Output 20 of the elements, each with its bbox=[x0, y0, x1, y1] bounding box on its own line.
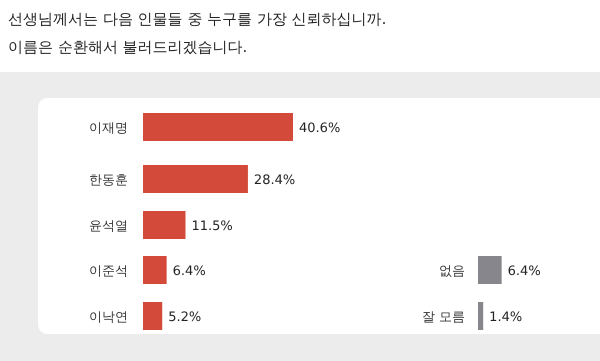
bar bbox=[143, 211, 186, 239]
chart-title: 선생님께서는 다음 인물들 중 누구를 가장 신뢰하십니까. bbox=[8, 10, 386, 28]
data-label: 6.4% bbox=[172, 264, 206, 279]
bar bbox=[143, 302, 162, 330]
y-tick-label: 이재명 bbox=[89, 121, 128, 136]
y-tick-label: 잘 모름 bbox=[422, 310, 465, 325]
y-tick-label: 이준석 bbox=[89, 264, 128, 279]
y-tick-label: 한동훈 bbox=[89, 173, 128, 188]
data-label: 11.5% bbox=[191, 219, 233, 234]
bar bbox=[143, 165, 248, 193]
bar bbox=[143, 256, 167, 284]
data-label: 6.4% bbox=[508, 264, 541, 279]
data-label: 28.4% bbox=[254, 173, 296, 188]
data-label: 40.6% bbox=[299, 121, 340, 136]
y-tick-label: 윤석열 bbox=[89, 219, 128, 234]
data-label: 1.4% bbox=[489, 310, 522, 325]
chart-subtitle: 이름은 순환해서 불러드리겠습니다. bbox=[8, 38, 248, 56]
data-label: 5.2% bbox=[168, 310, 202, 325]
y-tick-label: 이낙연 bbox=[89, 310, 128, 325]
y-tick-label: 없음 bbox=[439, 264, 465, 279]
